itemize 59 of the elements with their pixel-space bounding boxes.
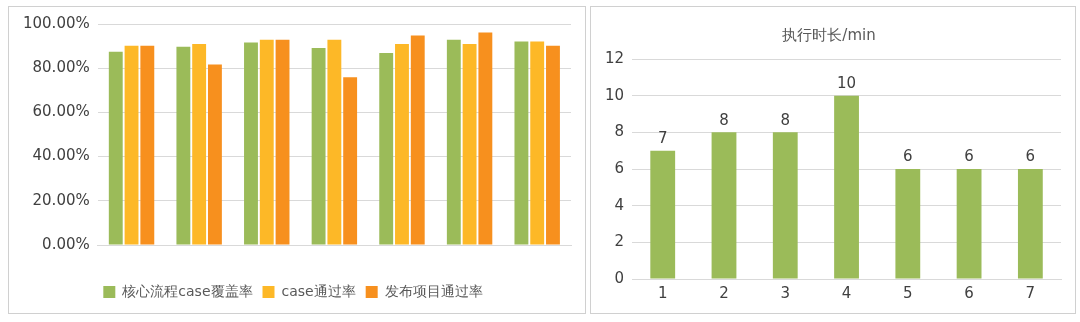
y-tick-label: 20.00%	[32, 190, 90, 209]
bar	[379, 52, 394, 245]
bar	[834, 95, 859, 279]
data-label: 8	[780, 110, 791, 129]
legend-label: 核心流程case覆盖率	[121, 282, 253, 299]
x-tick-label: 7	[1025, 283, 1036, 302]
x-tick-label: 6	[964, 283, 974, 302]
bar	[546, 45, 560, 245]
bar	[192, 43, 207, 245]
bar	[446, 39, 461, 245]
bar	[530, 41, 545, 245]
data-label: 6	[903, 147, 913, 166]
x-tick-label: 2	[719, 283, 729, 302]
bar	[462, 43, 477, 245]
y-tick-label: 8	[614, 122, 625, 141]
data-label: 10	[837, 74, 857, 93]
y-tick-label: 12	[604, 48, 625, 67]
data-label: 6	[964, 147, 974, 166]
bar	[514, 41, 529, 245]
x-tick-label: 1	[657, 283, 668, 302]
bar	[395, 43, 409, 245]
y-tick-label: 0	[614, 268, 625, 287]
x-tick-label: 4	[841, 283, 852, 302]
y-tick-label: 10	[604, 85, 625, 104]
x-tick-label: 3	[780, 283, 791, 302]
bar	[244, 42, 258, 245]
bar	[140, 45, 155, 245]
bar	[176, 46, 191, 245]
chart-title: 执行时长/min	[782, 25, 876, 44]
data-label: 6	[1025, 147, 1036, 166]
bar	[259, 39, 274, 245]
y-tick-label: 100.00%	[22, 13, 90, 32]
data-label: 8	[719, 110, 729, 129]
bar	[772, 132, 798, 279]
y-tick-label: 40.00%	[32, 146, 90, 165]
legend-label: case通过率	[281, 282, 356, 299]
bar	[311, 48, 326, 245]
y-tick-label: 2	[614, 232, 625, 251]
bar	[650, 150, 676, 279]
y-tick-label: 60.00%	[32, 102, 90, 121]
bar	[478, 32, 493, 245]
x-tick-label: 5	[903, 283, 913, 302]
bar	[956, 169, 982, 279]
bar	[711, 132, 737, 279]
bar	[895, 169, 921, 279]
y-tick-label: 4	[614, 195, 625, 214]
bar	[1017, 169, 1043, 279]
y-tick-label: 0.00%	[42, 234, 90, 253]
legend-label: 发布项目通过率	[384, 282, 483, 299]
y-tick-label: 80.00%	[32, 58, 90, 77]
y-tick-label: 6	[614, 158, 625, 177]
bar	[108, 51, 123, 245]
bar	[343, 77, 358, 245]
bar	[207, 64, 222, 245]
bar	[124, 45, 139, 245]
data-label: 7	[657, 129, 668, 148]
bar	[275, 39, 290, 245]
bar	[410, 35, 425, 245]
bar	[327, 39, 342, 245]
